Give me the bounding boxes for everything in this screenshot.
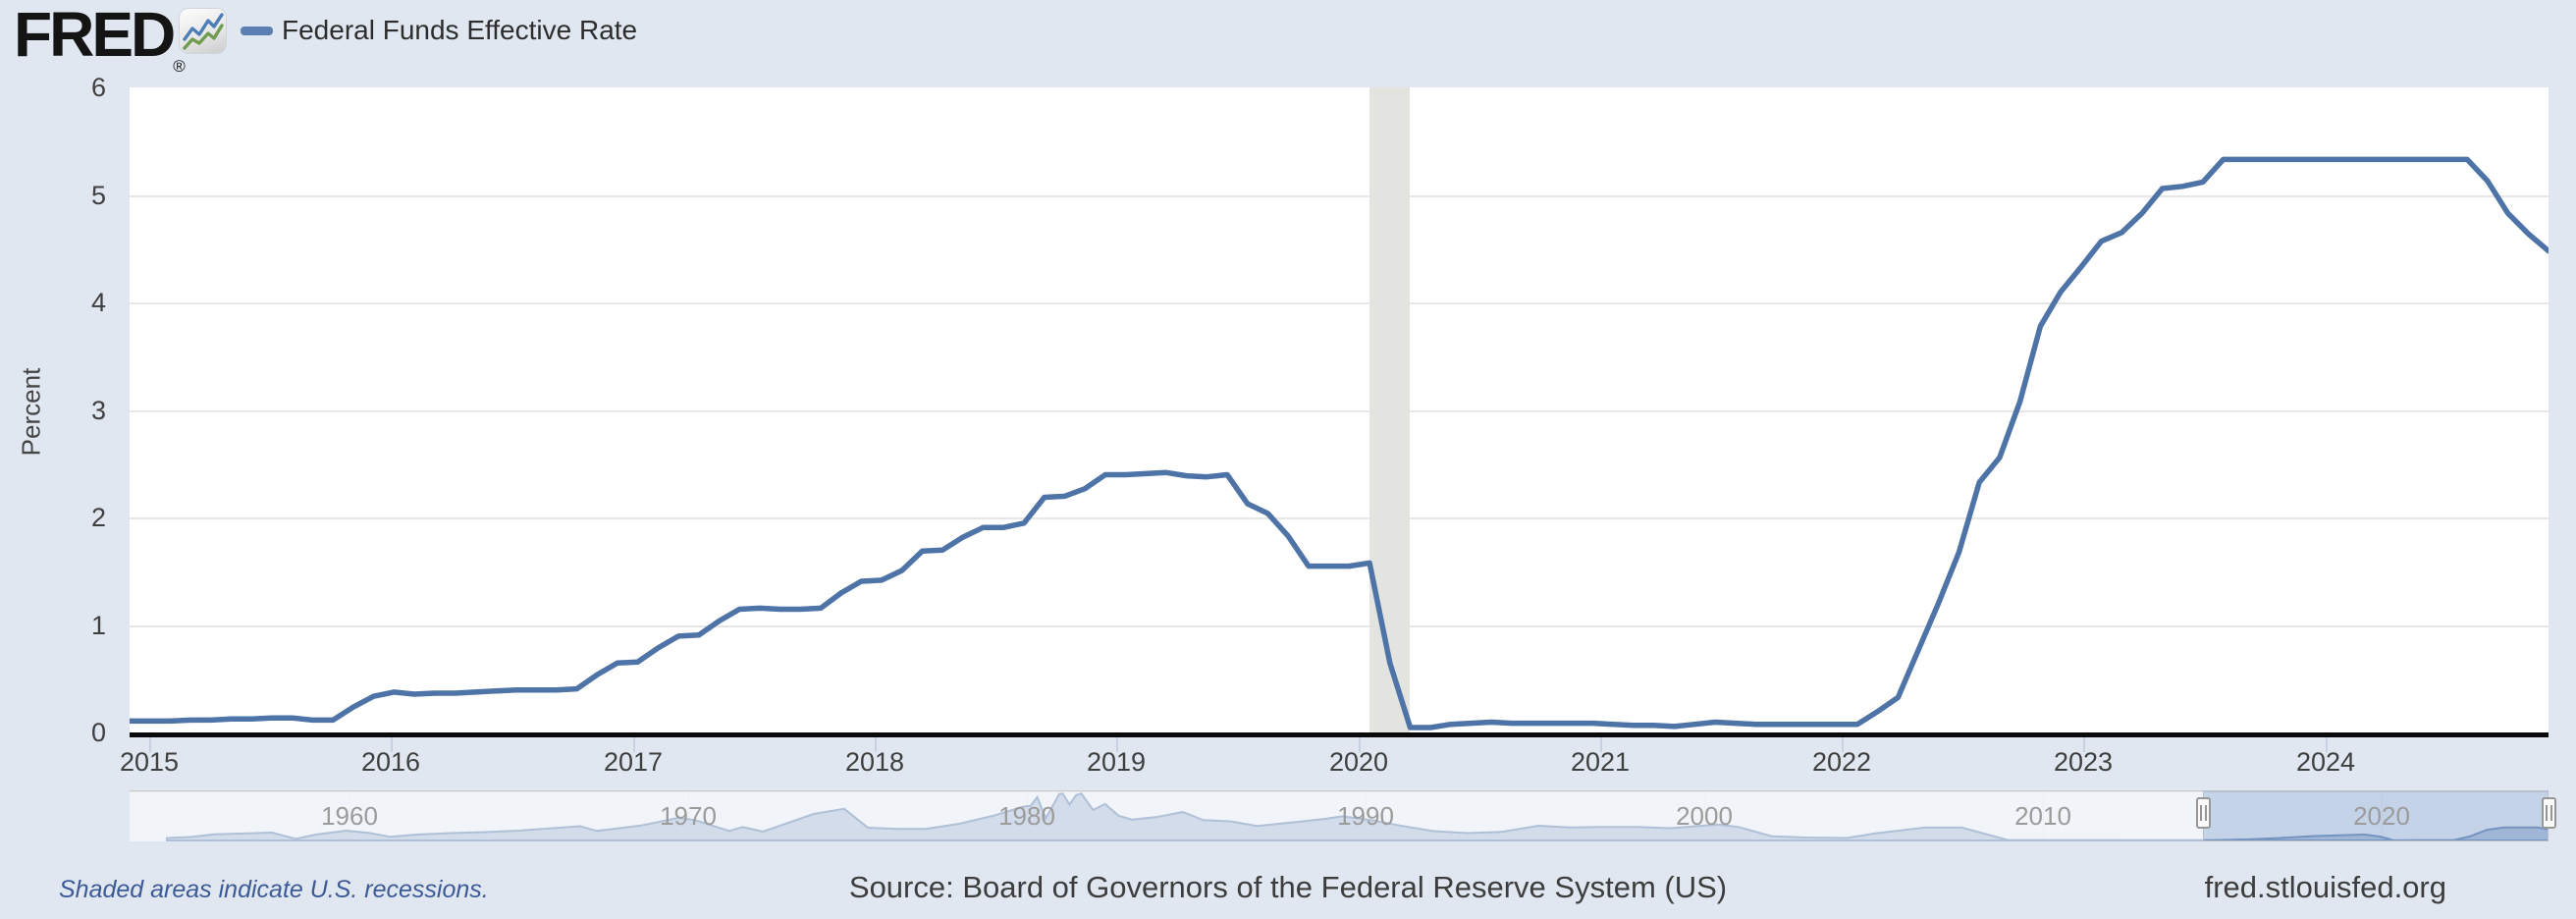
x-tickmark-2015 (149, 737, 151, 752)
navigator-left-handle[interactable] (2196, 797, 2211, 829)
nav-label-1970: 1970 (660, 801, 717, 831)
fred-site-link[interactable]: fred.stlouisfed.org (2204, 870, 2446, 904)
x-tick-2021: 2021 (1570, 747, 1631, 777)
y-tick-1: 1 (90, 611, 106, 640)
x-tick-2024: 2024 (2295, 747, 2356, 777)
nav-label-1990: 1990 (1337, 801, 1394, 831)
x-tickmark-2024 (2326, 737, 2328, 752)
fred-chart-icon (180, 9, 226, 53)
handle-grip-icon (2200, 805, 2207, 821)
recession-shading-band (1369, 87, 1410, 733)
y-tick-4: 4 (90, 288, 106, 317)
gridline-5 (130, 195, 2549, 197)
x-tickmark-2020 (1359, 737, 1361, 752)
navigator-selected-range[interactable] (2203, 790, 2549, 841)
x-tick-2019: 2019 (1086, 747, 1147, 777)
x-tickmark-2022 (1842, 737, 1844, 752)
nav-label-1980: 1980 (998, 801, 1055, 831)
y-tick-2: 2 (90, 503, 106, 532)
y-tick-5: 5 (90, 181, 106, 210)
x-tick-2022: 2022 (1811, 747, 1872, 777)
x-axis-baseline (130, 732, 2549, 737)
source-attribution: Source: Board of Governors of the Federa… (848, 870, 1728, 904)
nav-label-2000: 2000 (1676, 801, 1733, 831)
x-tick-2017: 2017 (603, 747, 664, 777)
x-tick-2016: 2016 (360, 747, 421, 777)
fred-logo-text: FRED (14, 0, 176, 70)
y-tick-0: 0 (90, 718, 106, 747)
x-tickmark-2019 (1116, 737, 1118, 752)
nav-label-2010: 2010 (2014, 801, 2071, 831)
gridline-4 (130, 302, 2549, 304)
x-tickmark-2017 (633, 737, 635, 752)
navigator-unselected-mask (130, 791, 2203, 841)
handle-grip-icon (2546, 805, 2552, 821)
recession-note: Shaded areas indicate U.S. recessions. (59, 876, 489, 903)
fred-logo: FRED® (14, 0, 186, 77)
gridline-3 (130, 410, 2549, 412)
nav-label-1960: 1960 (321, 801, 378, 831)
x-tick-2015: 2015 (119, 747, 180, 777)
y-tick-6: 6 (90, 73, 106, 102)
x-tickmark-2018 (875, 737, 877, 752)
x-tick-2018: 2018 (844, 747, 905, 777)
fred-chart-icon-graphic (183, 13, 224, 50)
nav-label-2020: 2020 (2353, 801, 2410, 831)
gridline-1 (130, 625, 2549, 627)
navigator-right-handle[interactable] (2542, 797, 2556, 829)
legend-line-swatch (241, 27, 273, 35)
x-tick-2020: 2020 (1328, 747, 1389, 777)
registered-trademark-symbol: ® (173, 57, 186, 76)
legend-series-label: Federal Funds Effective Rate (282, 15, 638, 45)
rate-line-chart[interactable] (130, 87, 2549, 733)
x-tick-2023: 2023 (2053, 747, 2114, 777)
gridline-2 (130, 517, 2549, 519)
x-tickmark-2023 (2083, 737, 2085, 752)
nav-gridline-2020 (2382, 792, 2383, 841)
y-tick-3: 3 (90, 396, 106, 425)
x-tickmark-2021 (1600, 737, 1602, 752)
x-tickmark-2016 (391, 737, 393, 752)
